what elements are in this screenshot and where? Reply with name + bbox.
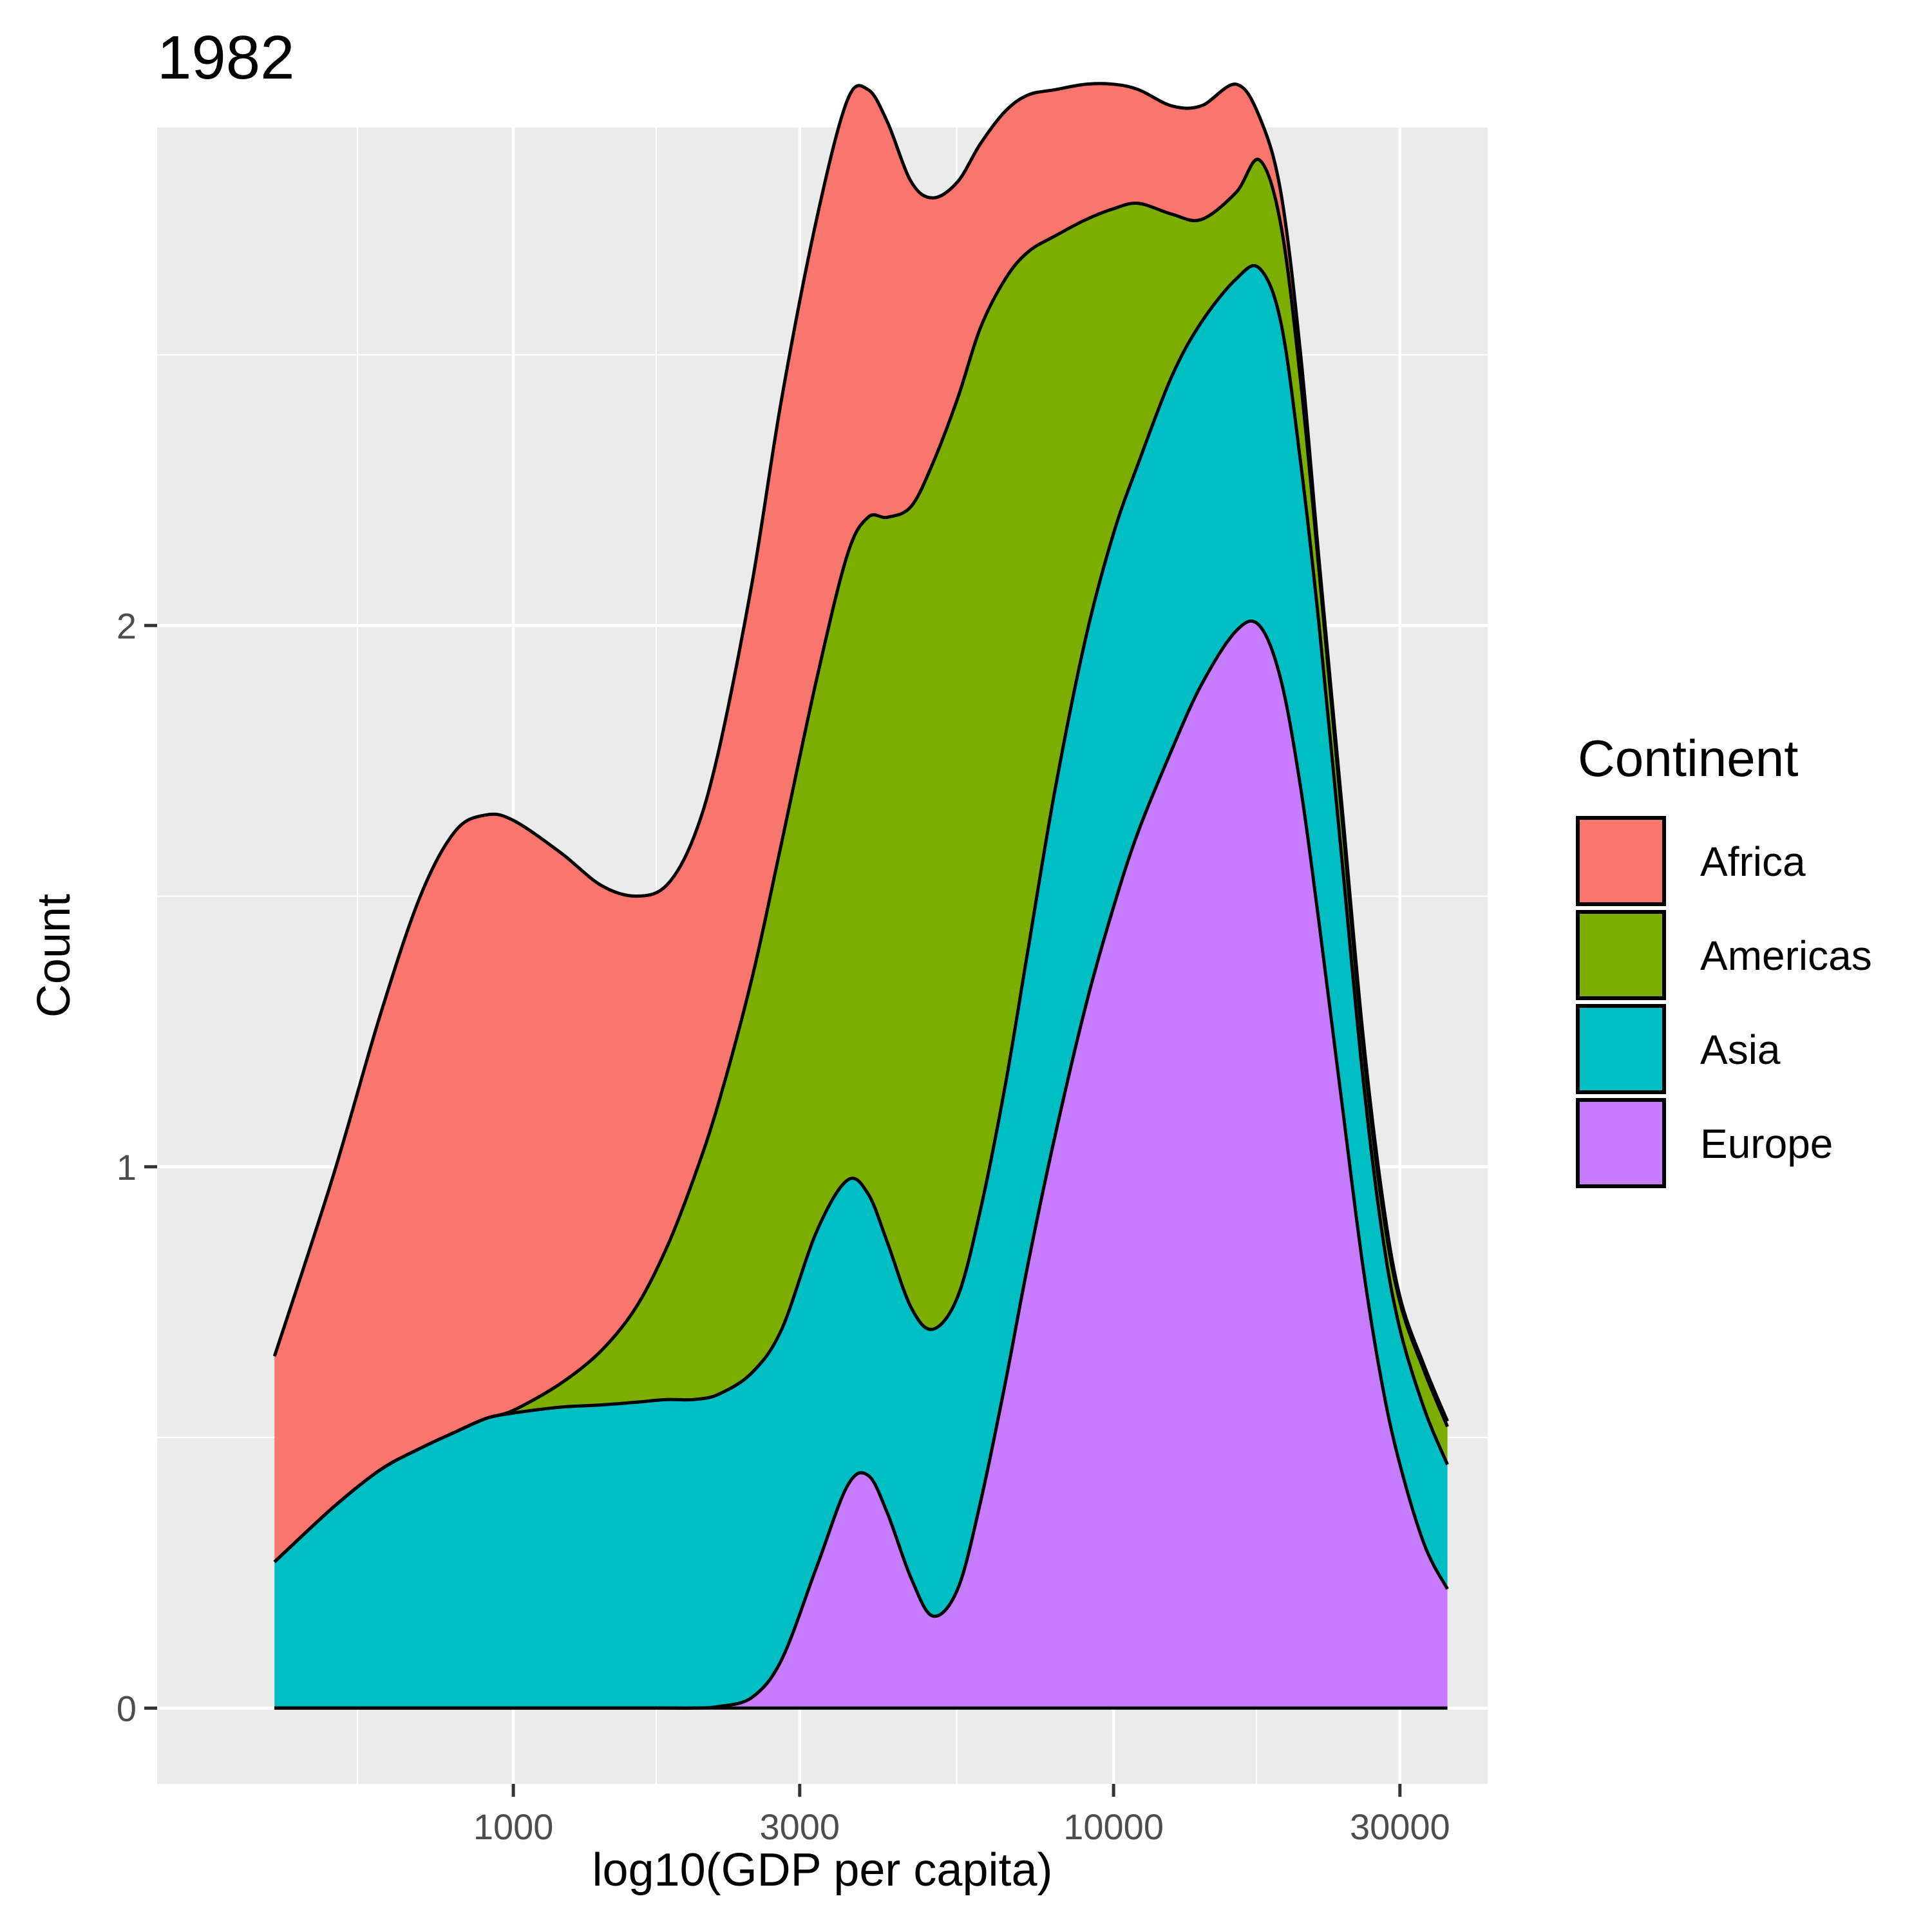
x-tick-label: 30000: [1350, 1806, 1450, 1847]
outline-asia: [273, 263, 1449, 1564]
legend: Continent Africa Americas Asia Europe: [1576, 730, 1872, 1188]
y-axis: 0 1 2: [117, 605, 157, 1728]
area-layers: [272, 82, 1449, 1710]
outline-africa: [272, 82, 1449, 1422]
legend-key-africa: [1576, 816, 1666, 906]
chart-title: 1982: [157, 23, 295, 92]
legend-title: Continent: [1578, 730, 1798, 787]
area-asia: [274, 265, 1448, 1709]
x-tick-label: 3000: [760, 1806, 840, 1847]
area-africa: [274, 83, 1448, 1562]
outline-europe: [274, 619, 1449, 1710]
x-tick-label: 10000: [1063, 1806, 1164, 1847]
y-tick-label: 0: [117, 1688, 137, 1728]
legend-key-americas: [1576, 910, 1666, 1000]
legend-label-africa: Africa: [1700, 838, 1806, 885]
x-axis-title: log10(GDP per capita): [592, 1844, 1052, 1896]
x-tick-label: 1000: [473, 1806, 554, 1847]
legend-key-europe: [1576, 1098, 1666, 1188]
legend-key-asia: [1576, 1004, 1666, 1094]
y-axis-title: Count: [28, 894, 80, 1018]
legend-label-americas: Americas: [1700, 933, 1872, 979]
legend-label-europe: Europe: [1700, 1121, 1833, 1167]
y-tick-label: 1: [117, 1147, 137, 1188]
y-tick-label: 2: [117, 605, 137, 646]
area-americas: [274, 159, 1448, 1562]
area-europe: [274, 621, 1448, 1709]
legend-label-asia: Asia: [1700, 1027, 1781, 1073]
x-axis: 1000 3000 10000 30000: [473, 1784, 1450, 1847]
